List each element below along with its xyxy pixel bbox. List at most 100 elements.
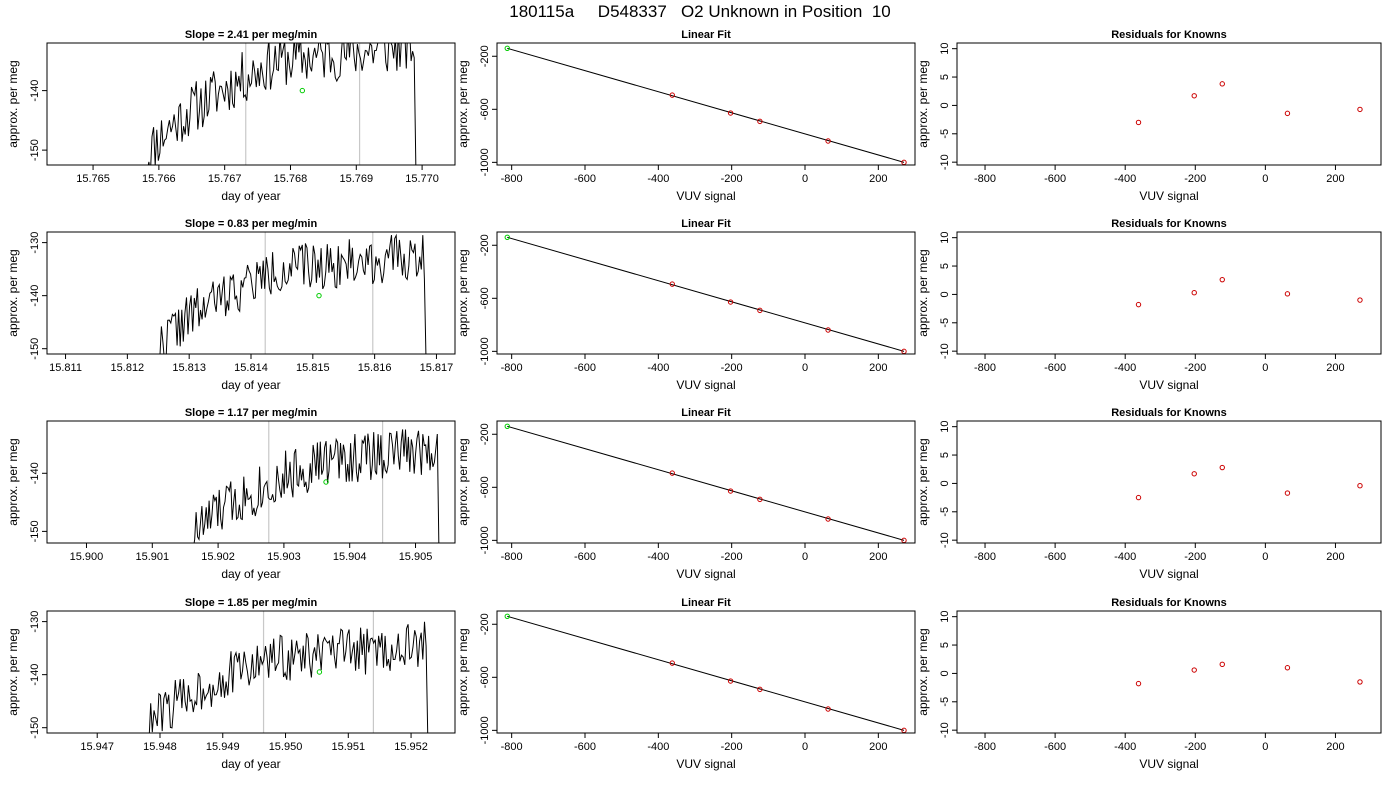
y-tick-label: -10 [939,343,951,359]
x-tick-label: -600 [574,173,596,185]
data-trace [159,233,427,354]
x-tick-label: -600 [574,362,596,374]
x-tick-label: -400 [647,741,669,753]
plot-area [1135,661,1363,687]
x-tick-label: -200 [721,551,743,563]
known-point [825,516,831,522]
known-point [825,706,831,712]
plot-area [1135,464,1363,501]
panel-3-3: Residuals for Knowns -800 -600 -400 -200 0 200… [916,407,1382,581]
y-tick-label: -200 [479,234,491,256]
x-tick-label: 15.815 [296,362,330,374]
known-point [1357,297,1363,303]
known-point [1191,290,1197,296]
panel-2-2: Linear Fit -800 -600 -400 -200 0 200 -1000 -600 -… [456,218,916,392]
x-tick-label: 15.948 [143,741,177,753]
x-tick-label: -800 [974,362,996,374]
x-tick-label: -400 [1114,551,1136,563]
y-tick-label: 5 [939,74,951,80]
panel-title: Slope = 0.83 per meg/min [185,218,318,230]
x-tick-label: -400 [647,551,669,563]
y-tick-label: 0 [939,291,951,297]
y-tick-label: 0 [939,670,951,676]
x-axis-label: day of year [221,567,280,581]
y-tick-label: -5 [939,129,951,139]
plot-area [504,423,907,543]
plot-area [504,613,907,733]
known-point [669,92,675,98]
known-point [669,660,675,666]
y-tick-label: -5 [939,697,951,707]
known-point [825,138,831,144]
y-tick-label: -600 [479,287,491,309]
known-point [1357,679,1363,685]
y-tick-label: -150 [29,717,41,739]
y-tick-label: -200 [479,613,491,635]
panel-4-2: Linear Fit -800 -600 -400 -200 0 200 -1000 -600 -… [456,597,916,771]
unknown-marker [316,669,323,675]
plot-area [148,611,429,733]
y-tick-label: -130 [29,232,41,254]
y-tick-label: -10 [939,532,951,548]
y-axis-label: approx. per meg [916,438,930,525]
plot-frame [496,42,916,166]
y-tick-label: 10 [939,43,951,55]
panel-3-2: Linear Fit -800 -600 -400 -200 0 200 -1000 -600 -… [456,407,916,581]
x-axis-label: VUV signal [1139,567,1198,581]
plot-frame [956,42,1382,166]
y-tick-label: 5 [939,642,951,648]
x-axis-label: VUV signal [1139,378,1198,392]
panel-title: Slope = 1.85 per meg/min [185,597,318,609]
y-tick-label: -10 [939,154,951,170]
x-tick-label: 15.767 [208,173,242,185]
x-tick-label: -200 [721,362,743,374]
y-tick-label: -600 [479,666,491,688]
plot-area [1135,81,1363,126]
plot-frame [46,231,456,355]
y-axis-label: approx. per meg [456,628,470,715]
fit-line [507,236,905,352]
x-tick-label: 15.816 [358,362,392,374]
known-point [1135,680,1142,687]
x-tick-label: 200 [869,741,887,753]
y-axis-label: approx. per meg [456,438,470,525]
x-tick-label: 200 [869,173,887,185]
x-tick-label: 15.901 [135,551,169,563]
y-tick-label: -200 [479,423,491,445]
y-tick-label: -150 [29,139,41,161]
known-point [727,678,734,684]
x-tick-label: -800 [501,173,523,185]
known-point [1284,490,1291,496]
known-point [757,686,763,693]
x-tick-label: 15.765 [76,173,110,185]
unknown-point [504,613,510,620]
x-tick-label: 15.769 [339,173,373,185]
x-axis-label: VUV signal [1139,189,1198,203]
panel-title: Residuals for Knowns [1111,218,1227,230]
y-tick-label: -140 [29,462,41,484]
y-tick-label: -140 [29,285,41,307]
x-tick-label: 15.904 [333,551,367,563]
y-tick-label: 0 [939,102,951,108]
known-point [1191,93,1197,99]
x-tick-label: 15.770 [405,173,439,185]
x-tick-label: -800 [974,551,996,563]
known-point [825,327,831,333]
x-tick-label: -600 [1044,362,1066,374]
x-axis-label: VUV signal [1139,757,1198,771]
panel-title: Linear Fit [681,597,731,609]
unknown-marker [299,87,306,94]
known-point [1284,110,1291,117]
x-tick-label: 15.949 [206,741,240,753]
known-point [727,488,734,494]
known-point [1135,494,1142,501]
x-tick-label: -800 [501,362,523,374]
known-point [1357,482,1363,489]
panel-title: Residuals for Knowns [1111,597,1227,609]
x-tick-label: -600 [1044,173,1066,185]
fit-line [507,615,905,731]
x-tick-label: -600 [574,741,596,753]
known-point [1219,661,1225,668]
known-point [1219,464,1225,471]
x-tick-label: 15.952 [394,741,428,753]
